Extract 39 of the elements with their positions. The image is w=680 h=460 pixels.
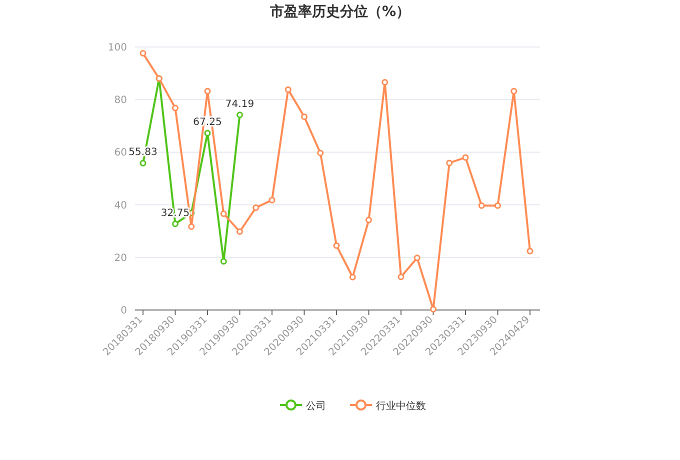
point: [172, 220, 178, 228]
point: [414, 254, 420, 262]
point: [220, 258, 227, 265]
y-tick-label: 40: [114, 200, 127, 212]
point: [140, 160, 146, 166]
point: [478, 202, 485, 209]
legend-label: 公司: [306, 400, 326, 412]
point: [333, 242, 340, 249]
point: [204, 88, 211, 94]
y-tick-label: 100: [108, 42, 127, 54]
point: [252, 204, 260, 211]
point: [494, 202, 501, 209]
y-tick-label: 0: [120, 306, 127, 316]
point: [446, 160, 453, 166]
point: [188, 223, 195, 230]
point: [172, 104, 178, 112]
point: [510, 88, 518, 94]
point: [140, 50, 146, 57]
point: [349, 274, 356, 280]
point: [236, 112, 243, 118]
point: [301, 113, 308, 120]
point: [220, 210, 227, 217]
legend-label: 行业中位数: [376, 400, 426, 412]
point: [398, 274, 404, 280]
point: [268, 196, 276, 204]
point: [204, 130, 211, 136]
point: [317, 150, 324, 156]
chart-title: 市盈率历史分位（%）: [268, 3, 410, 20]
y-tick-label: 80: [114, 95, 127, 106]
data-label: 74.19: [225, 98, 254, 110]
y-tick-label: 20: [114, 252, 127, 264]
point: [284, 86, 292, 93]
point: [526, 248, 534, 254]
point: [382, 78, 388, 86]
point: [236, 228, 243, 235]
y-tick-label: 60: [114, 148, 127, 159]
point: [462, 154, 469, 161]
point: [366, 216, 372, 224]
point: [430, 306, 436, 312]
